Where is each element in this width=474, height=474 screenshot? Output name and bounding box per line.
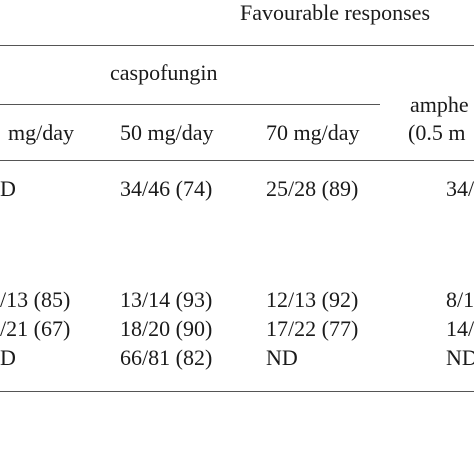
table-cell: 12/13 (92) — [266, 287, 359, 312]
table-cell: 17/22 (77) — [266, 316, 359, 341]
bottom-rule — [0, 391, 474, 392]
header-dose-50: 50 mg/day — [120, 120, 214, 145]
header-dose-70: 70 mg/day — [266, 120, 360, 145]
header-group-title: Favourable responses — [240, 0, 431, 25]
table-cell: 8/1 — [446, 287, 474, 312]
table-cell: D — [0, 176, 16, 201]
table-cell: /21 (67) — [0, 316, 71, 341]
table-cell: 18/20 (90) — [120, 316, 213, 341]
table-cell: 34/ — [446, 176, 474, 201]
table-cell: 34/46 (74) — [120, 176, 213, 201]
header-bottom-rule — [0, 160, 474, 161]
table-cell: /13 (85) — [0, 287, 71, 312]
table-cell: 14/ — [446, 316, 474, 341]
table-cell: 25/28 (89) — [266, 176, 359, 201]
header-caspofungin: caspofungin — [110, 60, 218, 85]
caspofungin-rule — [0, 104, 380, 105]
table-cell: D — [0, 345, 16, 370]
table-cell: ND — [446, 345, 474, 370]
header-dose-left: mg/day — [8, 120, 74, 145]
header-dose-amph: (0.5 m — [408, 120, 466, 145]
top-rule — [0, 45, 474, 46]
table-cell: 66/81 (82) — [120, 345, 213, 370]
table-cell: 13/14 (93) — [120, 287, 213, 312]
header-amphotericin: amphe — [410, 92, 469, 117]
table-cell: ND — [266, 345, 298, 370]
